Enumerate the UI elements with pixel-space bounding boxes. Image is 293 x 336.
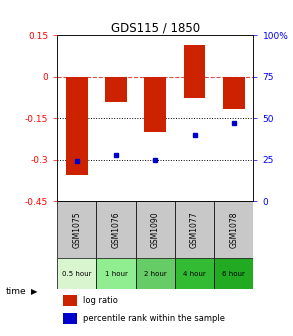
Text: 4 hour: 4 hour [183,270,206,277]
Text: ▶: ▶ [31,287,37,296]
Bar [136,258,175,289]
Bar [57,258,96,289]
Title: GDS115 / 1850: GDS115 / 1850 [111,21,200,34]
Bar [223,77,245,109]
Text: 6 hour: 6 hour [222,270,245,277]
Bar [144,77,166,132]
Bar [57,201,96,258]
Bar [96,201,136,258]
Text: GSM1090: GSM1090 [151,211,160,248]
Bar [63,313,77,324]
Text: log ratio: log ratio [83,296,117,305]
Text: GSM1076: GSM1076 [112,211,120,248]
Text: time: time [6,287,26,296]
Bar [214,258,253,289]
Text: GSM1077: GSM1077 [190,211,199,248]
Bar [136,201,175,258]
Bar [105,77,127,102]
Text: percentile rank within the sample: percentile rank within the sample [83,314,225,323]
Bar [175,258,214,289]
Text: 1 hour: 1 hour [105,270,127,277]
Text: GSM1078: GSM1078 [229,211,238,248]
Text: 0.5 hour: 0.5 hour [62,270,91,277]
Bar [63,295,77,306]
Text: GSM1075: GSM1075 [72,211,81,248]
Bar [96,258,136,289]
Bar [184,45,205,97]
Text: 2 hour: 2 hour [144,270,167,277]
Bar [214,201,253,258]
Bar [175,201,214,258]
Bar [66,77,88,175]
